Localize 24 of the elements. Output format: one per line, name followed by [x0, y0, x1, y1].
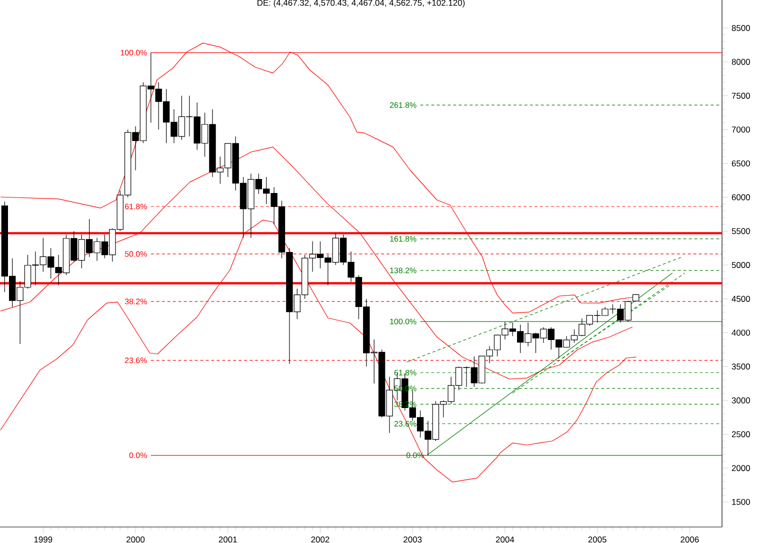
x-tick-label: 2004	[496, 536, 514, 543]
x-tick-label: 2003	[404, 536, 422, 543]
y-tick-label: 1500	[732, 498, 750, 505]
y-tick-label: 2000	[732, 465, 750, 472]
y-tick-label: 8000	[732, 58, 750, 65]
y-tick-label: 8500	[732, 25, 750, 32]
x-tick-label: 2001	[218, 536, 237, 543]
y-tick-label: 3000	[732, 397, 750, 404]
y-tick-label: 4500	[732, 296, 750, 302]
x-tick-label: 1999	[34, 536, 52, 543]
y-tick-label: 6500	[732, 160, 750, 166]
y-tick-label: 7500	[732, 92, 750, 99]
y-tick-label: 7000	[732, 126, 750, 133]
y-tick-label: 4000	[732, 330, 750, 336]
x-tick-label: 2002	[311, 536, 330, 543]
y-tick-label: 3500	[732, 364, 750, 370]
y-tick-label: 6000	[732, 194, 750, 200]
x-tick-label: 2000	[126, 536, 145, 543]
y-tick-label: 5000	[732, 262, 750, 268]
chart-title: DE: (4,467.32, 4,570.43, 4,467.04, 4,562.75, +102.120)	[258, 0, 465, 8]
y-tick-label: 2500	[732, 431, 750, 438]
x-tick-label: 2005	[588, 536, 606, 543]
y-tick-label: 5500	[732, 228, 750, 234]
x-tick-label: 2006	[680, 536, 699, 543]
